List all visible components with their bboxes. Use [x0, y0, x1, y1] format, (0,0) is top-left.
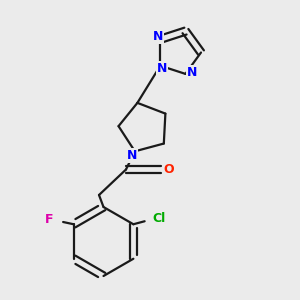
Text: F: F	[45, 213, 53, 226]
Text: N: N	[157, 62, 167, 75]
Text: N: N	[187, 67, 197, 80]
Text: O: O	[164, 163, 174, 176]
Text: Cl: Cl	[152, 212, 166, 225]
Text: N: N	[153, 30, 163, 44]
Text: N: N	[127, 149, 137, 162]
